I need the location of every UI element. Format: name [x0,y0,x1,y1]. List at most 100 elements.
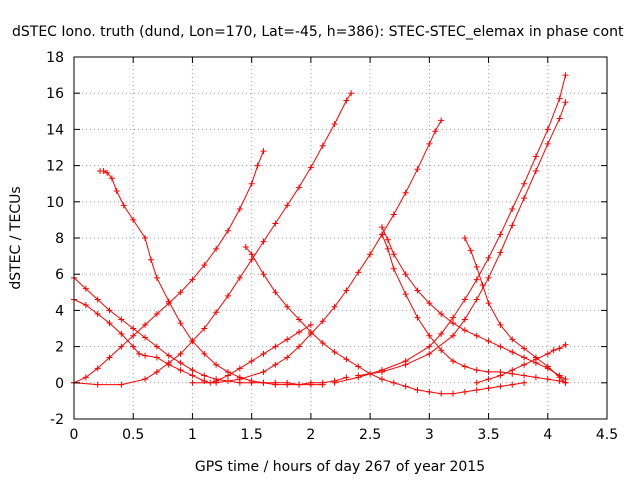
data-point [378,231,385,238]
series-sat-f [242,244,528,397]
data-point [224,227,231,234]
data-point [390,211,397,218]
data-point [509,206,516,213]
data-point [438,330,445,337]
data-point [108,175,115,182]
data-point [521,345,528,352]
data-point [426,140,433,147]
data-point [473,367,480,374]
data-point [509,336,516,343]
data-point [106,354,113,361]
data-point [390,379,397,386]
data-point [414,387,421,394]
data-point [521,180,528,187]
x-tick-label: 0.5 [122,427,144,443]
data-point [189,338,196,345]
data-point [284,379,291,386]
data-point [296,343,303,350]
data-point [118,343,125,350]
y-tick-label: 6 [55,267,64,283]
data-point [556,345,563,352]
data-point [130,216,137,223]
data-point [213,309,220,316]
data-point [213,379,220,386]
data-point [473,296,480,303]
data-point [426,332,433,339]
data-point [556,95,563,102]
data-point [260,379,267,386]
data-point [378,368,385,375]
data-point [248,251,255,258]
data-point [236,365,243,372]
data-point [432,128,439,135]
data-point [153,354,160,361]
data-point [260,148,267,155]
x-tick-label: 1 [188,427,197,443]
data-point [355,269,362,276]
data-point [556,115,563,122]
data-point [461,316,468,323]
data-point [438,347,445,354]
x-tick-label: 4 [543,427,552,443]
y-axis: -2 0 2 4 6 8 10 12 14 16 18 [46,50,607,428]
data-point [106,307,113,314]
data-point [153,368,160,375]
series-line [334,74,566,384]
data-point [343,374,350,381]
series-sat-g [189,117,445,386]
data-point [142,235,149,241]
data-point [485,254,492,261]
data-point [497,372,504,379]
data-point [136,350,143,357]
x-tick-label: 1.5 [241,427,263,443]
data-point [497,249,504,256]
data-point [248,256,255,263]
data-point [521,354,528,361]
data-point [414,314,421,321]
data-point [213,361,220,368]
data-point [94,311,101,318]
y-tick-label: 4 [55,303,64,319]
data-point [284,354,291,361]
series-sat-k [355,99,569,379]
data-point [319,318,326,325]
y-tick-label: 2 [55,340,64,356]
data-point [509,222,516,229]
data-point [467,247,474,254]
series-layer [71,72,569,397]
series-line [73,92,352,386]
data-point [331,303,338,310]
data-point [224,292,231,299]
data-point [248,180,255,187]
data-point [189,367,196,374]
data-point [497,383,504,390]
data-point [242,244,249,251]
data-point [355,372,362,379]
data-point [272,289,279,296]
series-line [381,233,566,384]
data-point [201,325,208,332]
data-point [82,285,89,292]
series-sat-l [461,235,569,386]
data-point [236,274,243,281]
data-point [461,327,468,334]
data-point [562,72,569,79]
data-point [307,330,314,337]
data-point [307,164,314,171]
data-point [485,274,492,281]
data-point [94,381,101,388]
data-point [485,385,492,392]
series-line [381,226,566,380]
data-point [254,162,261,169]
x-tick-label: 2 [306,427,315,443]
data-point [544,363,551,370]
data-point [248,379,255,386]
y-tick-label: 18 [46,50,64,66]
data-point [438,390,445,397]
data-point [118,381,125,388]
data-point [544,376,551,383]
data-point [177,289,184,296]
data-point [236,206,243,213]
data-point [331,349,338,356]
